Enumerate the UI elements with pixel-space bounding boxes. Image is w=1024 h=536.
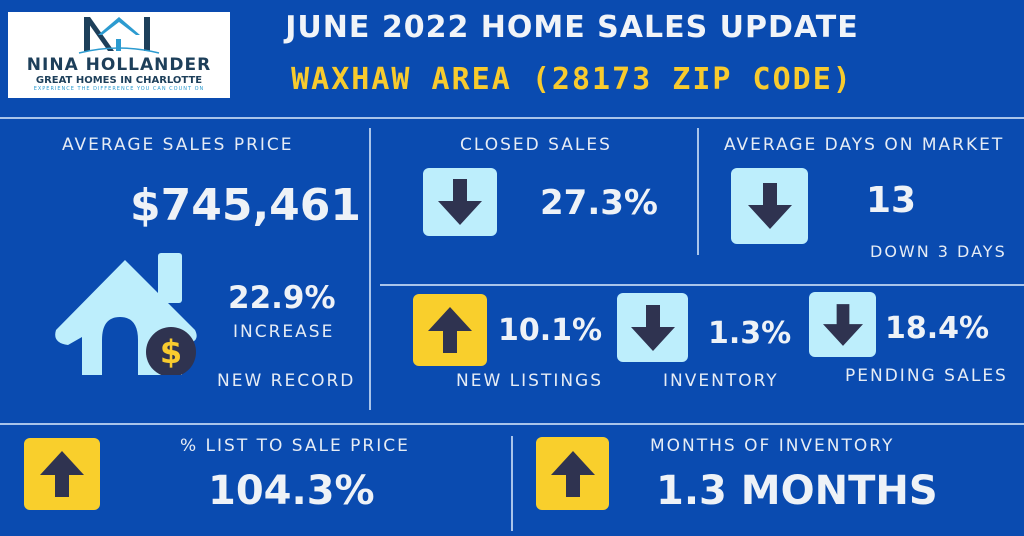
closed-sales-down-box <box>423 168 497 236</box>
divider <box>511 436 513 531</box>
logo: NINA HOLLANDER GREAT HOMES IN CHARLOTTE … <box>8 12 230 98</box>
avg-price-label: AVERAGE SALES PRICE <box>62 135 294 155</box>
new-listings-value: 10.1% <box>498 313 603 348</box>
pending-sales-value: 18.4% <box>885 311 990 346</box>
divider <box>0 117 1024 119</box>
divider <box>697 128 699 255</box>
months-inventory-label: MONTHS OF INVENTORY <box>650 436 895 456</box>
house-dollar-icon: $ <box>55 253 197 375</box>
pending-sales-label: PENDING SALES <box>845 366 1008 386</box>
logo-tagline: GREAT HOMES IN CHARLOTTE <box>35 75 203 86</box>
page-subtitle: WAXHAW AREA (28173 ZIP CODE) <box>291 62 853 97</box>
avg-price-note: NEW RECORD <box>217 371 356 391</box>
arrow-down-icon <box>747 183 792 229</box>
list-to-sale-up-box <box>24 438 100 510</box>
days-on-market-note: DOWN 3 DAYS <box>870 242 1007 261</box>
inventory-label: INVENTORY <box>663 371 779 391</box>
new-listings-label: NEW LISTINGS <box>456 371 604 391</box>
arrow-up-icon <box>428 307 472 353</box>
logo-slogan: EXPERIENCE THE DIFFERENCE YOU CAN COUNT … <box>33 86 205 92</box>
arrow-down-icon <box>438 179 482 225</box>
page-title: JUNE 2022 HOME SALES UPDATE <box>285 10 859 45</box>
days-on-market-label: AVERAGE DAYS ON MARKET <box>724 135 1005 155</box>
arrow-down-icon <box>630 304 675 351</box>
avg-price-value: $745,461 <box>130 180 362 231</box>
list-to-sale-label: % LIST TO SALE PRICE <box>180 436 410 456</box>
closed-sales-label: CLOSED SALES <box>460 135 612 155</box>
inventory-down-box <box>617 293 688 362</box>
months-inventory-up-box <box>536 437 609 510</box>
arrow-up-icon <box>40 451 84 497</box>
avg-price-change-label: INCREASE <box>233 322 335 342</box>
days-on-market-down-box <box>731 168 808 244</box>
days-on-market-value: 13 <box>866 180 917 221</box>
logo-monogram-icon <box>78 17 160 54</box>
svg-text:$: $ <box>160 333 182 371</box>
inventory-value: 1.3% <box>708 316 792 351</box>
divider <box>369 128 371 410</box>
divider <box>0 423 1024 425</box>
arrow-down-icon <box>822 303 863 346</box>
pending-sales-down-box <box>809 292 876 357</box>
closed-sales-value: 27.3% <box>540 183 658 223</box>
avg-price-change: 22.9% <box>228 280 336 316</box>
months-inventory-value: 1.3 MONTHS <box>656 468 938 514</box>
divider <box>380 284 1024 286</box>
new-listings-up-box <box>413 294 487 366</box>
list-to-sale-value: 104.3% <box>208 468 375 514</box>
logo-name: NINA HOLLANDER <box>26 55 212 75</box>
arrow-up-icon <box>550 450 595 497</box>
